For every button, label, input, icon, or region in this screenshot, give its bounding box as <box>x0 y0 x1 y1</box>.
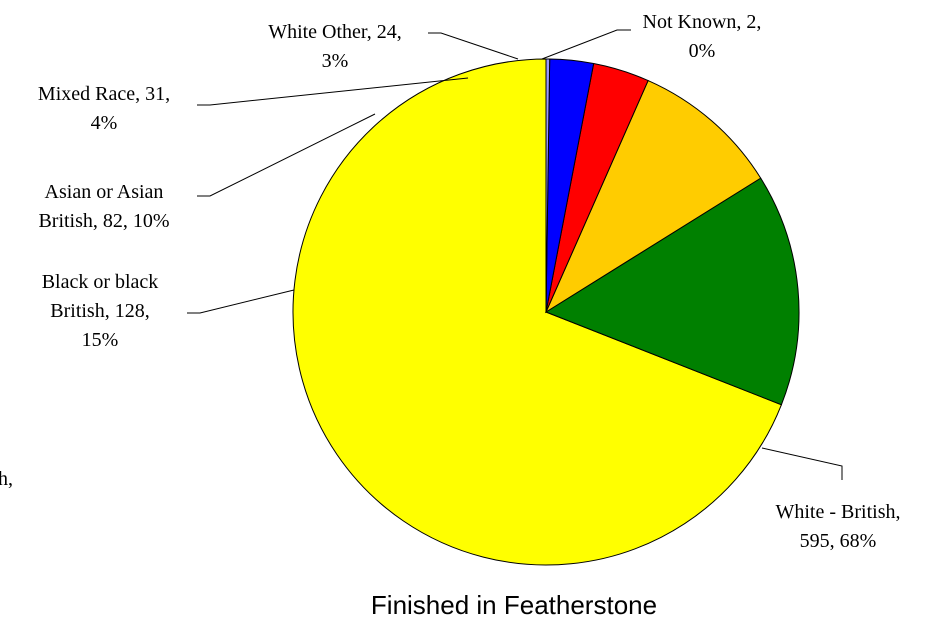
pie-slices <box>292 58 800 566</box>
clipped-fragment-text: h, <box>0 468 13 490</box>
chart-title: Finished in Featherstone <box>371 590 657 620</box>
leader-line-asian-or-asian-british <box>197 113 376 197</box>
leader-line-black-or-black-british <box>187 289 295 314</box>
leader-line-not-known <box>541 29 631 60</box>
leader-line-white-british <box>761 447 843 480</box>
data-label-asian-or-asian-british: Asian or Asian British, 82, 10% <box>38 181 169 232</box>
leader-line-mixed-race <box>197 77 469 106</box>
data-label-mixed-race: Mixed Race, 31, 4% <box>38 83 170 134</box>
data-label-black-or-black-british: Black or black British, 128, 15% <box>42 271 159 351</box>
leader-line-white-other <box>428 32 519 60</box>
leader-lines <box>187 29 843 480</box>
data-label-white-other: White Other, 24, 3% <box>268 21 402 72</box>
slice-white-british <box>292 58 783 566</box>
slice-labels: White - British, 595, 68% Black or black Br… <box>38 11 901 552</box>
slice-black-or-black-british <box>544 177 800 406</box>
data-label-not-known: Not Known, 2, 0% <box>643 11 762 62</box>
data-label-white-british: White - British, 595, 68% <box>776 501 901 552</box>
slice-asian-or-asian-british <box>544 79 762 314</box>
slice-not-known <box>545 58 551 313</box>
